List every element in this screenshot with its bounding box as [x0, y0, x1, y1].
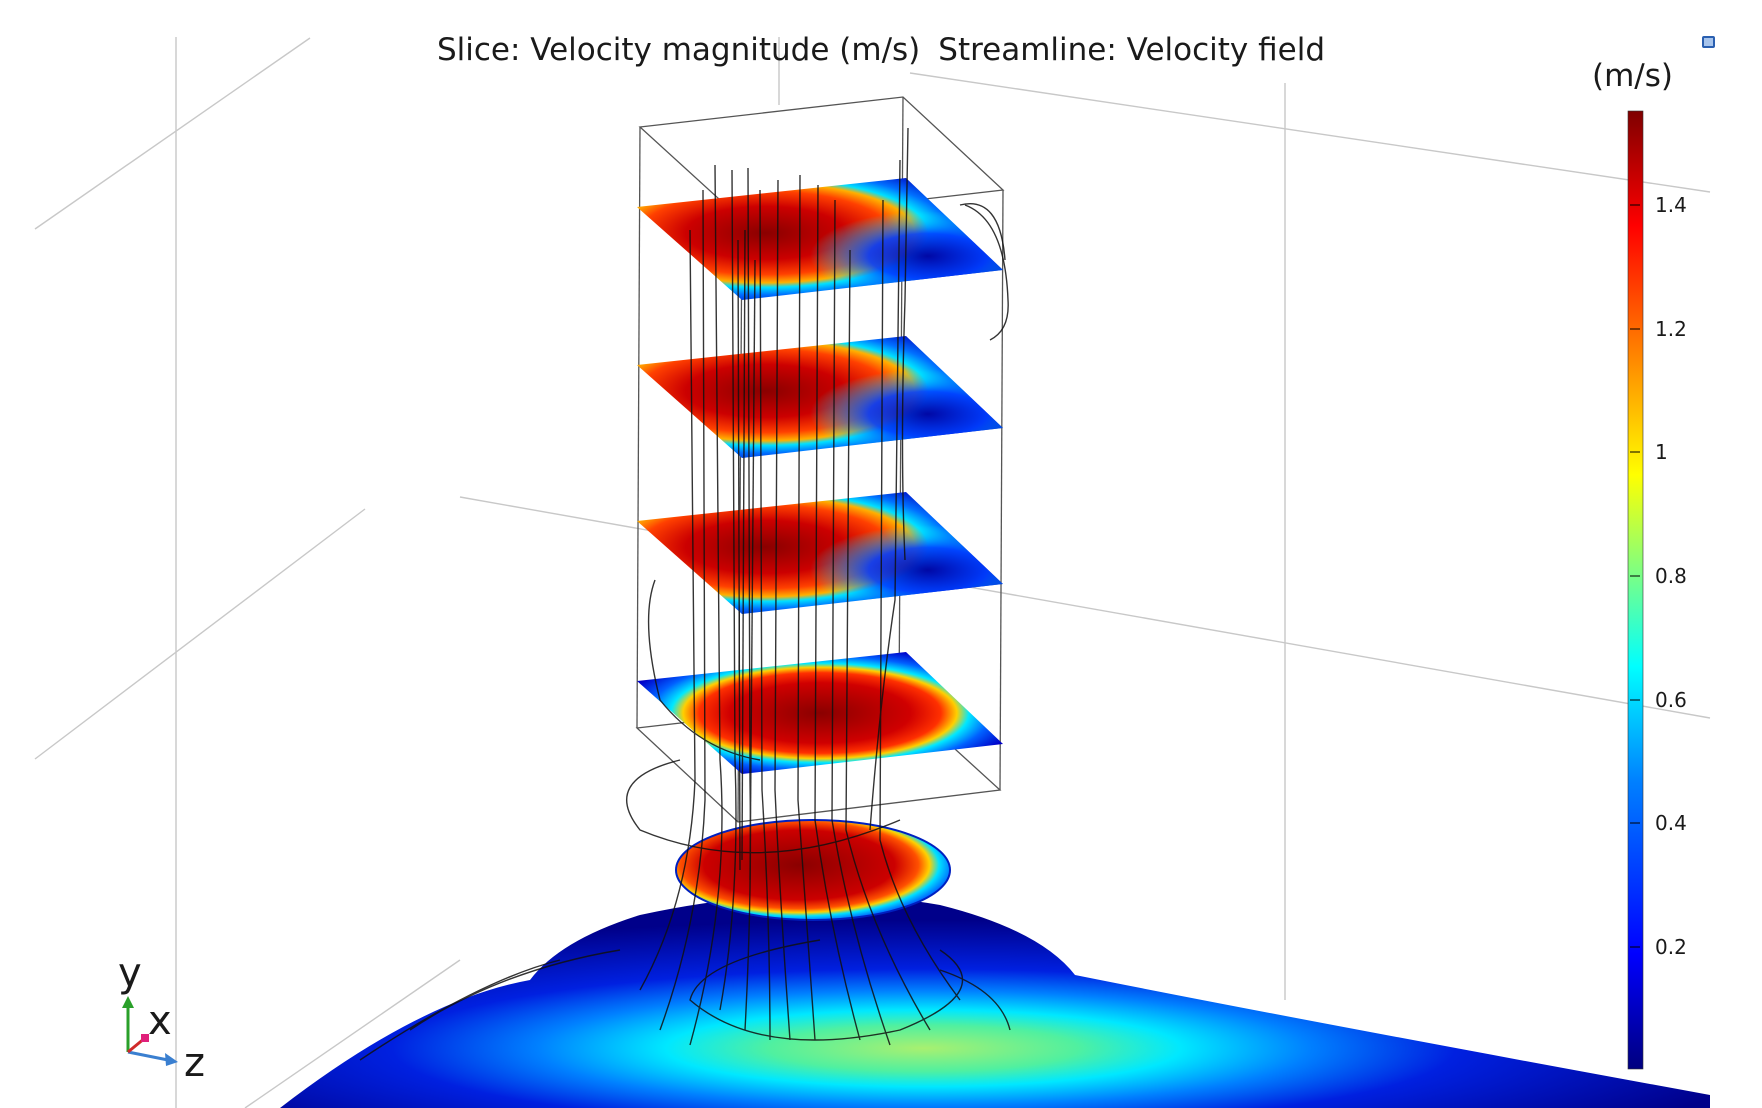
- streamlines: [359, 127, 1011, 1061]
- colorbar: [1627, 110, 1644, 1070]
- window-restore-icon[interactable]: [1702, 36, 1715, 48]
- axis-label-y: y: [118, 950, 142, 996]
- axis-triad: [122, 996, 178, 1066]
- velocity-slice-1: [637, 178, 1003, 300]
- colorbar-gradient: [1627, 110, 1644, 1070]
- colorbar-tick: 1: [1655, 440, 1668, 464]
- velocity-slice-2: [637, 336, 1003, 458]
- title-streamline: Streamline: Velocity field: [938, 32, 1326, 68]
- plot-title: Slice: Velocity magnitude (m/s) Streamlin…: [0, 32, 1762, 68]
- colorbar-tick: 1.4: [1655, 193, 1687, 217]
- colorbar-tick: 0.2: [1655, 935, 1687, 959]
- colorbar-tick: 0.6: [1655, 688, 1687, 712]
- colorbar-tick: 0.4: [1655, 811, 1687, 835]
- colorbar-unit: (m/s): [1592, 58, 1673, 94]
- colorbar-tick: 0.8: [1655, 564, 1687, 588]
- axis-label-x: x: [148, 998, 172, 1044]
- title-slice: Slice: Velocity magnitude (m/s): [436, 32, 921, 68]
- colorbar-tick: 1.2: [1655, 317, 1687, 341]
- velocity-slice-4: [637, 652, 1003, 774]
- axis-label-z: z: [184, 1040, 205, 1086]
- velocity-slice-3: [637, 492, 1003, 614]
